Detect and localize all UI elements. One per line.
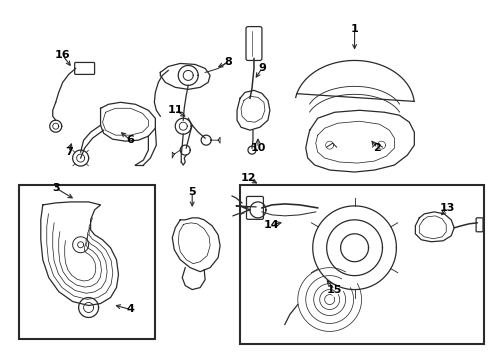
Text: 3: 3 [52, 183, 60, 193]
Text: 15: 15 [326, 284, 342, 294]
Text: 11: 11 [167, 105, 183, 115]
Text: 10: 10 [250, 143, 265, 153]
Bar [240, 185, 483, 345]
Text: 1: 1 [350, 24, 358, 33]
Text: 13: 13 [439, 203, 454, 213]
Text: 16: 16 [55, 50, 70, 60]
Text: 14: 14 [264, 220, 279, 230]
Text: 4: 4 [126, 305, 134, 315]
Text: 6: 6 [126, 135, 134, 145]
Text: 8: 8 [224, 58, 231, 67]
Text: 12: 12 [240, 173, 255, 183]
Bar [19, 185, 155, 339]
Text: 2: 2 [373, 143, 381, 153]
Text: 7: 7 [65, 147, 72, 157]
Text: 9: 9 [258, 63, 265, 73]
Text: 5: 5 [188, 187, 196, 197]
